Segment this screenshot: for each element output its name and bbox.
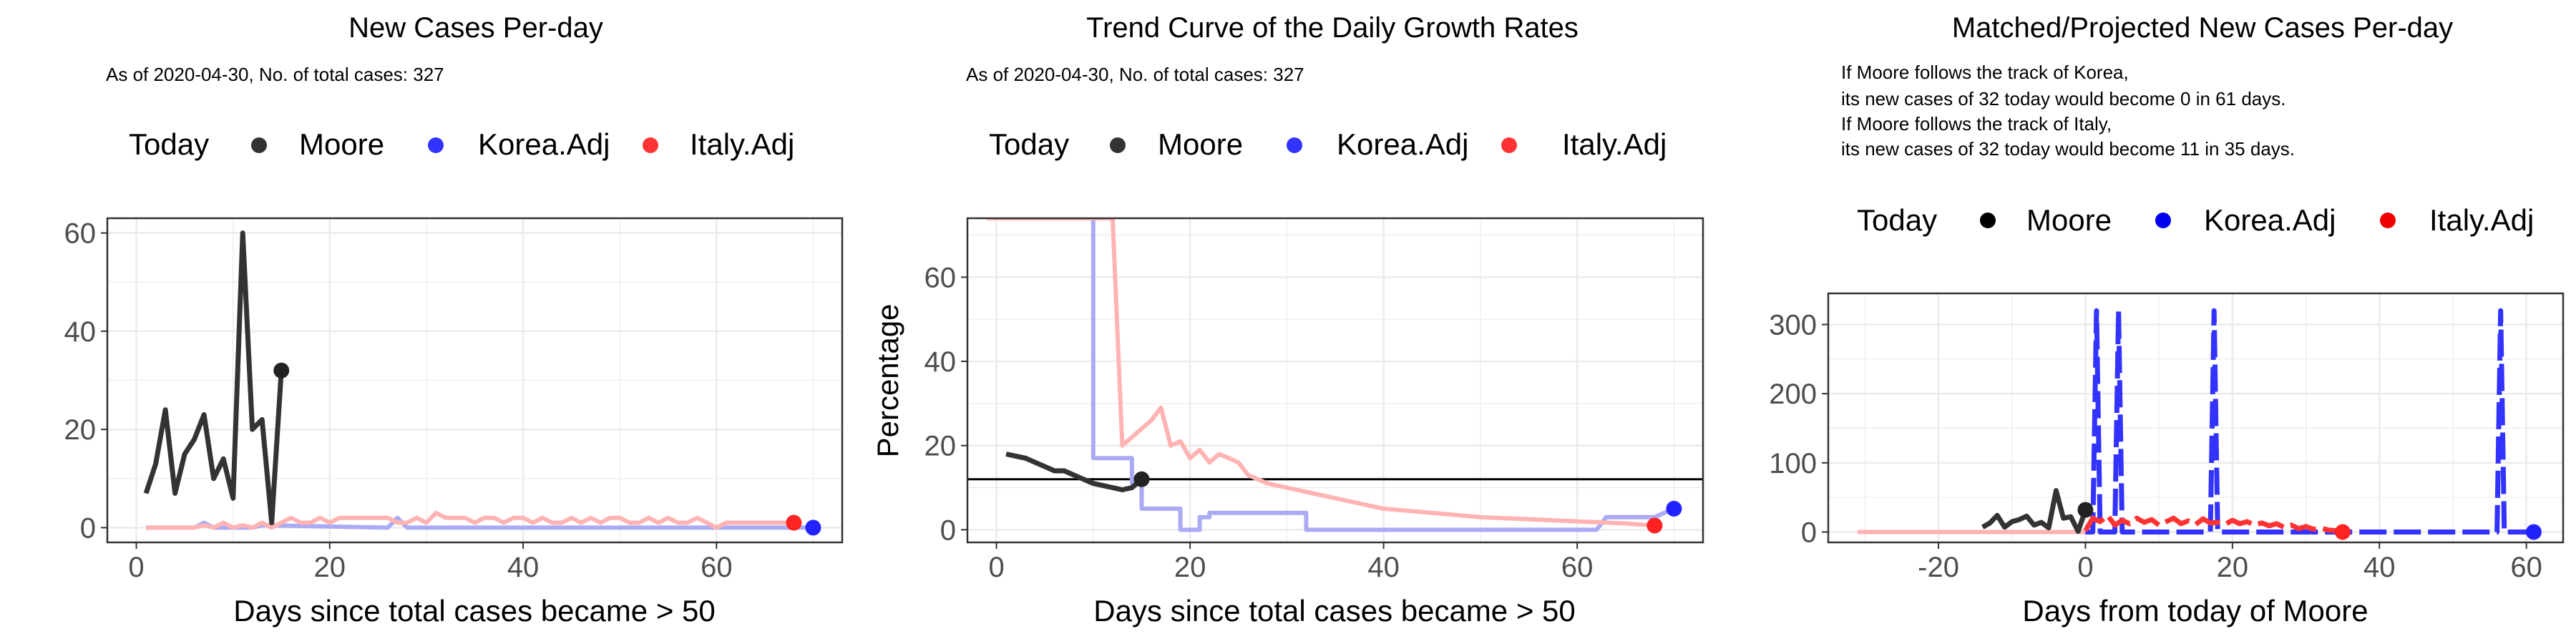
legend-key-italy xyxy=(643,137,658,153)
panel-2-legend: Today Moore Korea.Adj Italy.Adj xyxy=(989,127,1667,161)
x-tick-label: 40 xyxy=(507,552,540,583)
panel-1-plot: 0 20 40 60 0 20 40 60 xyxy=(64,217,844,583)
series-layer xyxy=(1858,308,2534,535)
panel-2-subtitle: As of 2020-04-30, No. of total cases: 32… xyxy=(966,64,1304,85)
y-tick-label: 0 xyxy=(940,514,956,546)
today-point-moore xyxy=(1133,471,1150,487)
today-point-moore xyxy=(2077,502,2094,518)
y-tick-label: 20 xyxy=(924,431,957,462)
plot-background xyxy=(967,218,1703,542)
series-line-moore xyxy=(143,230,284,525)
panel-3-legend: Today Moore Korea.Adj Italy.Adj xyxy=(1857,203,2534,237)
series-line-italy-adj xyxy=(146,510,794,530)
series-layer xyxy=(967,218,1703,532)
legend-today-label: Today xyxy=(129,127,209,161)
panel-growth-rates: Trend Curve of the Daily Growth Rates As… xyxy=(871,12,1704,628)
plot-border xyxy=(966,217,1704,544)
panel-3-x-axis-label: Days from today of Moore xyxy=(2022,594,2368,628)
series-line-italy-adj xyxy=(987,218,1655,528)
x-tick-label: 20 xyxy=(1174,552,1206,583)
panel-3-annotation-4: its new cases of 32 today would become 1… xyxy=(1841,138,2295,160)
y-tick-label: 40 xyxy=(924,346,957,378)
today-point-moore xyxy=(273,362,290,379)
panel-projected-cases: Matched/Projected New Cases Per-day If M… xyxy=(1769,12,2565,628)
x-tick-label: 20 xyxy=(314,552,346,583)
y-tick-label: 60 xyxy=(64,218,97,250)
legend-today-label: Today xyxy=(989,127,1069,161)
y-tick-label: 0 xyxy=(80,512,96,544)
legend-key-moore xyxy=(1980,213,1996,228)
today-point-italy-adj xyxy=(1646,517,1663,534)
panel-1-title: New Cases Per-day xyxy=(348,12,603,44)
panel-1-subtitle: As of 2020-04-30, No. of total cases: 32… xyxy=(106,64,444,85)
y-tick-label: 0 xyxy=(1801,517,1817,549)
legend-key-italy xyxy=(1501,137,1517,153)
x-tick-label: 0 xyxy=(2077,552,2093,583)
series-layer xyxy=(143,230,814,530)
legend-label-italy: Italy.Adj xyxy=(2429,203,2534,237)
panel-2-plot: 0 20 40 60 0 20 40 60 xyxy=(924,217,1704,583)
panel-3-annotation-2: its new cases of 32 today would become 0… xyxy=(1841,88,2285,109)
legend-key-italy xyxy=(2380,213,2396,228)
x-tick-label: -20 xyxy=(1918,552,1959,583)
series-line-korea-adj xyxy=(987,218,1675,532)
x-tick-label: 60 xyxy=(1561,552,1594,583)
plot-border xyxy=(1827,292,2565,544)
panel-3-annotation-1: If Moore follows the track of Korea, xyxy=(1841,62,2129,83)
series-line-korea-adj-projected xyxy=(2085,308,2534,535)
panel-1-x-axis-label: Days since total cases became > 50 xyxy=(233,594,716,628)
y-tick-label: 60 xyxy=(924,262,957,293)
y-tick-label: 20 xyxy=(64,414,97,446)
panel-1-legend: Today Moore Korea.Adj Italy.Adj xyxy=(129,127,794,161)
y-tick-label: 100 xyxy=(1769,448,1817,479)
today-point-italy-adj xyxy=(2334,524,2351,540)
legend-key-korea xyxy=(2155,213,2171,228)
x-tick-label: 40 xyxy=(1367,552,1400,583)
x-tick-label: 0 xyxy=(128,552,144,583)
legend-label-korea: Korea.Adj xyxy=(2204,203,2336,237)
legend-label-italy: Italy.Adj xyxy=(690,127,794,161)
series-line-italy-adj-projected xyxy=(2083,512,2343,535)
series-line-moore xyxy=(1005,452,1143,492)
x-tick-label: 40 xyxy=(2363,552,2396,583)
today-point-korea-adj xyxy=(1666,500,1682,517)
legend-label-moore: Moore xyxy=(2026,203,2112,237)
y-tick-label: 200 xyxy=(1769,379,1817,410)
today-point-italy-adj xyxy=(786,514,802,531)
panel-3-annotation-3: If Moore follows the track of Italy, xyxy=(1841,113,2112,135)
panel-3-plot: -20 0 20 40 60 0 100 200 300 xyxy=(1769,292,2565,583)
panel-new-cases: New Cases Per-day As of 2020-04-30, No. … xyxy=(64,12,844,628)
legend-label-moore: Moore xyxy=(299,127,384,161)
legend-key-moore xyxy=(1110,137,1126,153)
legend-key-moore xyxy=(251,137,267,153)
y-tick-label: 300 xyxy=(1769,310,1817,341)
legend-label-italy: Italy.Adj xyxy=(1562,127,1667,161)
legend-key-korea xyxy=(1287,137,1302,153)
legend-key-korea xyxy=(428,137,444,153)
panel-2-y-axis-label: Percentage xyxy=(871,304,904,458)
legend-today-label: Today xyxy=(1857,203,1937,237)
x-tick-label: 60 xyxy=(701,552,733,583)
today-point-korea-adj xyxy=(2525,524,2542,540)
legend-label-korea: Korea.Adj xyxy=(478,127,610,161)
plot-border xyxy=(106,217,844,544)
plot-background xyxy=(1828,293,2563,542)
series-line-moore xyxy=(1981,488,2088,534)
y-tick-label: 40 xyxy=(64,316,97,348)
panel-3-title: Matched/Projected New Cases Per-day xyxy=(1952,12,2453,44)
x-tick-label: 20 xyxy=(2217,552,2249,583)
x-tick-label: 60 xyxy=(2510,552,2542,583)
x-tick-label: 0 xyxy=(988,552,1004,583)
panel-2-x-axis-label: Days since total cases became > 50 xyxy=(1093,594,1576,628)
legend-label-korea: Korea.Adj xyxy=(1337,127,1468,161)
panel-2-title: Trend Curve of the Daily Growth Rates xyxy=(1086,12,1579,44)
legend-label-moore: Moore xyxy=(1158,127,1243,161)
today-point-korea-adj xyxy=(805,519,821,536)
